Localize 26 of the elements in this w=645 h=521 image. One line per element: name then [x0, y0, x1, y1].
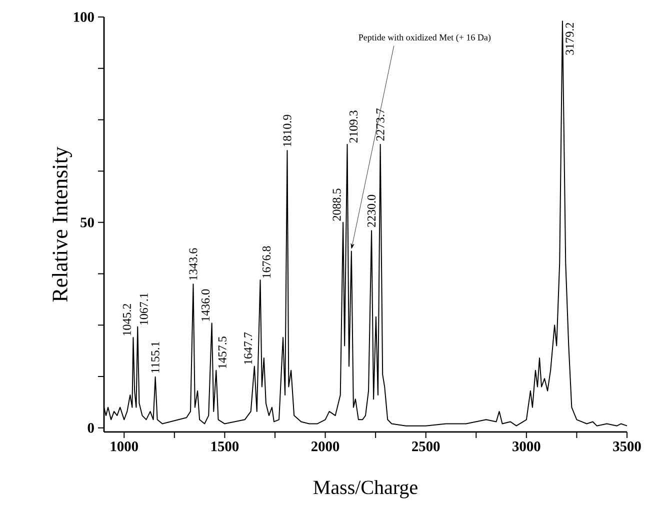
annotation: 1457.5: [218, 336, 226, 368]
y-tick-label: 0: [88, 423, 94, 433]
annotation: 2088.5: [332, 188, 341, 221]
x-tick-label: 1000: [110, 442, 138, 452]
x-axis-title: Mass/Charge: [313, 480, 418, 498]
annotation: 2230.0: [367, 194, 376, 227]
x-tick-label: 3500: [613, 442, 641, 452]
y-tick-label: 50: [80, 218, 94, 228]
annotation: Peptide with oxidized Met (+ 16 Da): [358, 34, 491, 42]
annotation: 1676.8: [262, 246, 271, 278]
x-tick-label: 1500: [211, 442, 239, 452]
annotation: 1810.9: [283, 114, 292, 146]
x-tick-label: 3000: [512, 442, 540, 452]
x-tick-label: 2000: [311, 442, 340, 452]
annotation: 1343.6: [189, 248, 198, 280]
annotation: 2109.3: [349, 110, 358, 143]
annotation: 1155.1: [151, 342, 160, 373]
annotation: 3179.2: [566, 22, 574, 55]
annotation: 1436.0: [201, 289, 210, 321]
annotation: 1647.7: [244, 332, 252, 364]
annotation: 2273.7: [376, 108, 384, 141]
annotation: 1045.2: [122, 304, 132, 336]
y-axis-title: Relative Intensity: [52, 146, 72, 302]
annotation: 1067.1: [140, 293, 148, 325]
x-tick-label: 2500: [412, 442, 440, 452]
y-tick-label: 100: [74, 12, 94, 22]
